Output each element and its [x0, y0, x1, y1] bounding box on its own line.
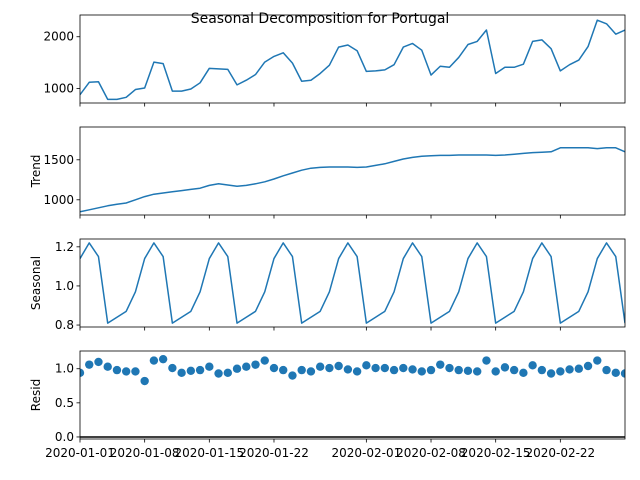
x-tick-label: 2020-01-22: [239, 446, 309, 460]
resid-point: [279, 365, 288, 375]
panel-4: 0.00.51.0Resid2020-01-012020-01-082020-0…: [29, 350, 626, 460]
panel-3: 0.8 1.0 1.2 Seasonal: [29, 238, 626, 332]
panel-3-data: [80, 242, 625, 324]
resid-point: [251, 360, 260, 369]
resid-point: [214, 369, 223, 378]
resid-point: [380, 363, 390, 373]
resid-point: [593, 356, 602, 365]
panel-4-data: [80, 354, 625, 438]
resid-point: [611, 368, 620, 378]
resid-point: [408, 365, 417, 374]
resid-point: [436, 360, 445, 369]
resid-point: [509, 365, 519, 375]
y-tick-label: 1.0: [55, 362, 74, 376]
y-tick-label: 1000: [43, 193, 74, 207]
resid-point: [343, 365, 353, 374]
resid-point: [602, 365, 611, 375]
series-line: [80, 19, 625, 101]
axes-frame: [79, 126, 626, 216]
resid-point: [140, 376, 149, 386]
resid-point: [352, 367, 362, 376]
resid-point: [297, 365, 306, 375]
y-axis-label: Trend: [29, 155, 43, 189]
x-tick-label: 2020-02-01: [331, 446, 401, 460]
panel-1-data: [80, 19, 625, 101]
resid-point: [103, 362, 112, 371]
y-tick-label: 1000: [43, 82, 74, 96]
y-axis-label: Seasonal: [29, 256, 43, 310]
resid-point: [177, 368, 186, 378]
x-tick-label: 2020-01-08: [110, 446, 180, 460]
resid-point: [94, 357, 103, 367]
resid-point: [168, 363, 177, 373]
y-tick-label: 1.2: [55, 240, 74, 254]
resid-point: [195, 365, 205, 375]
axes-frame: [79, 238, 626, 328]
resid-point: [325, 363, 334, 373]
resid-point: [620, 369, 625, 378]
x-tick-label: 2020-02-15: [461, 446, 531, 460]
resid-point: [399, 363, 408, 373]
resid-point: [288, 371, 297, 380]
resid-point: [85, 360, 94, 369]
resid-point: [556, 367, 565, 376]
resid-point: [131, 367, 140, 376]
axes-frame: [79, 14, 626, 104]
resid-point: [565, 365, 574, 374]
panel-2-data: [80, 147, 625, 213]
axes-frame: [79, 350, 626, 440]
y-axis-label: Resid: [29, 379, 43, 411]
resid-point: [454, 365, 463, 375]
resid-point: [186, 366, 196, 375]
resid-point: [417, 367, 426, 376]
resid-point: [500, 363, 510, 372]
resid-point: [334, 361, 343, 371]
resid-point: [232, 364, 242, 373]
resid-point: [121, 367, 131, 376]
x-tick-label: 2020-01-01: [45, 446, 115, 460]
resid-point: [242, 362, 251, 371]
x-tick-label: 2020-02-08: [396, 446, 466, 460]
resid-point: [537, 365, 547, 375]
resid-point: [583, 361, 593, 371]
resid-point: [306, 367, 316, 376]
resid-point: [482, 356, 491, 365]
y-tick-label: 0.5: [55, 396, 74, 410]
y-tick-label: 1500: [43, 153, 74, 167]
panel-1: 1000 2000: [43, 14, 626, 107]
series-line: [80, 242, 625, 324]
resid-point: [546, 369, 556, 378]
resid-point: [426, 365, 436, 375]
resid-point: [445, 363, 454, 373]
resid-point: [528, 361, 537, 370]
y-tick-label: 1.0: [55, 279, 74, 293]
resid-point: [223, 368, 232, 378]
series-line: [80, 147, 625, 213]
resid-point: [269, 363, 279, 373]
figure-title: Seasonal Decomposition for Portugal: [191, 11, 450, 27]
resid-point: [371, 363, 380, 373]
y-tick-label: 0.8: [55, 318, 74, 332]
y-tick-label: 2000: [43, 30, 74, 44]
resid-point: [491, 367, 500, 376]
resid-point: [260, 356, 269, 365]
x-tick-label: 2020-01-15: [174, 446, 244, 460]
resid-point: [315, 362, 325, 371]
resid-point: [205, 362, 214, 371]
resid-point: [80, 368, 85, 378]
resid-point: [473, 367, 482, 376]
resid-point: [158, 354, 168, 364]
y-tick-label: 0.0: [55, 430, 74, 444]
x-tick-label: 2020-02-22: [525, 446, 595, 460]
resid-point: [149, 356, 159, 365]
resid-point: [362, 361, 371, 370]
resid-point: [463, 366, 473, 375]
resid-point: [574, 364, 584, 373]
resid-point: [389, 365, 399, 375]
resid-point: [112, 365, 122, 375]
panels-group: 1000200010001500Trend0.81.01.2Seasonal0.…: [29, 14, 626, 460]
resid-point: [519, 368, 528, 378]
